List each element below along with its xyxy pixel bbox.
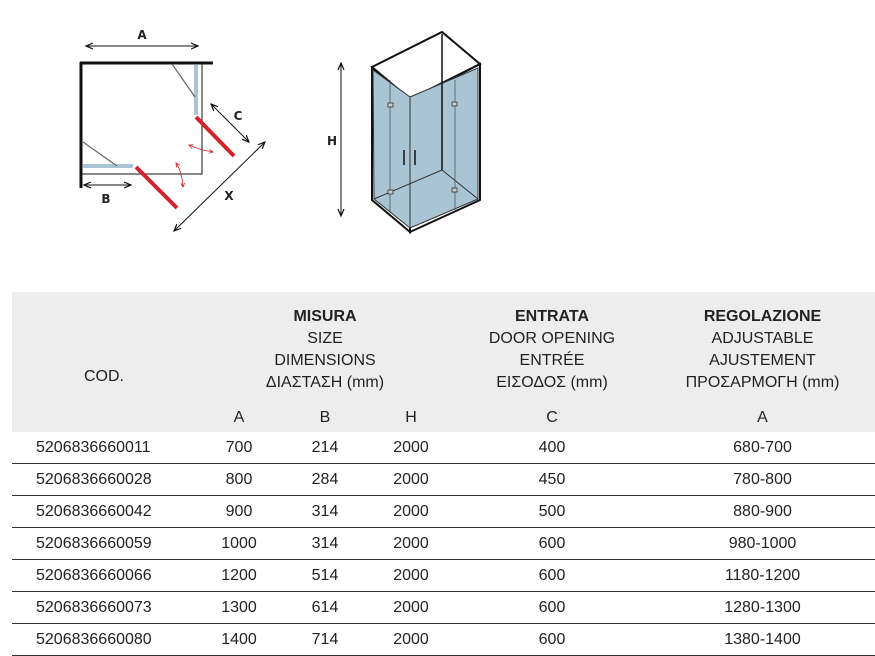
label-b: B (101, 192, 110, 206)
code-cell: 5206836660080 (12, 623, 196, 656)
a-cell: 800 (196, 463, 282, 496)
label-h: H (327, 134, 337, 148)
h-cell: 2000 (368, 432, 454, 464)
subheader-c: C (546, 409, 558, 426)
subheader-a: A (233, 409, 245, 426)
label-c: C (234, 109, 243, 123)
door-panel-left (134, 165, 179, 210)
subheader-adjust-a: A (757, 409, 768, 426)
adjust-cell: 780-800 (650, 463, 875, 496)
h-cell: 2000 (368, 623, 454, 656)
table-row: 5206836660066 1200 514 2000 600 1180-1200 (12, 559, 875, 592)
b-cell: 214 (282, 432, 368, 464)
adjust-cell: 1180-1200 (650, 559, 875, 592)
table-row: 5206836660059 1000 314 2000 600 980-1000 (12, 527, 875, 560)
subheader-h: H (405, 409, 417, 426)
c-cell: 600 (454, 559, 650, 592)
b-cell: 314 (282, 527, 368, 560)
b-cell: 284 (282, 463, 368, 496)
specification-table: COD. MISURA SIZE DIMENSIONS ΔΙΑΣΤΑΣΗ (mm) E… (12, 292, 875, 656)
header-entrance: ENTRATA DOOR OPENING ENTRÉE ΕΙΣΟΔΟΣ (mm) (488, 308, 616, 391)
h-cell: 2000 (368, 463, 454, 496)
adjust-cell: 1380-1400 (650, 623, 875, 656)
b-cell: 514 (282, 559, 368, 592)
b-cell: 614 (282, 591, 368, 624)
code-cell: 5206836660059 (12, 527, 196, 560)
label-a: A (137, 28, 147, 42)
c-cell: 400 (454, 432, 650, 464)
h-cell: 2000 (368, 591, 454, 624)
adjust-cell: 680-700 (650, 432, 875, 464)
adjust-cell: 880-900 (650, 495, 875, 528)
h-cell: 2000 (368, 527, 454, 560)
a-cell: 1200 (196, 559, 282, 592)
c-cell: 600 (454, 527, 650, 560)
subheader-b: B (319, 409, 331, 426)
a-cell: 700 (196, 432, 282, 464)
code-cell: 5206836660066 (12, 559, 196, 592)
c-cell: 600 (454, 623, 650, 656)
shower-diagrams: A C X B H (79, 28, 482, 235)
a-cell: 1400 (196, 623, 282, 656)
table-row: 5206836660042 900 314 2000 500 880-900 (12, 495, 875, 528)
b-cell: 314 (282, 495, 368, 528)
plan-diagram: A C X B (79, 28, 265, 231)
a-cell: 900 (196, 495, 282, 528)
code-cell: 5206836660011 (12, 432, 196, 464)
table-row: 5206836660073 1300 614 2000 600 1280-1300 (12, 591, 875, 624)
c-cell: 600 (454, 591, 650, 624)
b-cell: 714 (282, 623, 368, 656)
header-size: MISURA SIZE DIMENSIONS ΔΙΑΣΤΑΣΗ (mm) (265, 308, 385, 391)
a-cell: 1000 (196, 527, 282, 560)
code-cell: 5206836660073 (12, 591, 196, 624)
table-row: 5206836660080 1400 714 2000 600 1380-1400 (12, 623, 875, 656)
c-cell: 450 (454, 463, 650, 496)
table-row: 5206836660028 800 284 2000 450 780-800 (12, 463, 875, 496)
h-cell: 2000 (368, 559, 454, 592)
label-x: X (224, 189, 234, 203)
code-cell: 5206836660042 (12, 495, 196, 528)
c-cell: 500 (454, 495, 650, 528)
a-cell: 1300 (196, 591, 282, 624)
code-cell: 5206836660028 (12, 463, 196, 496)
header-adjust: REGOLAZIONE ADJUSTABLE AJUSTEMENT ΠΡΟΣΑΡΜΟΓ… (685, 308, 840, 391)
elevation-diagram: H (327, 30, 482, 235)
header-code: COD. (84, 368, 124, 385)
adjust-cell: 980-1000 (650, 527, 875, 560)
h-cell: 2000 (368, 495, 454, 528)
table-row: 5206836660011 700 214 2000 400 680-700 (12, 432, 875, 464)
adjust-cell: 1280-1300 (650, 591, 875, 624)
